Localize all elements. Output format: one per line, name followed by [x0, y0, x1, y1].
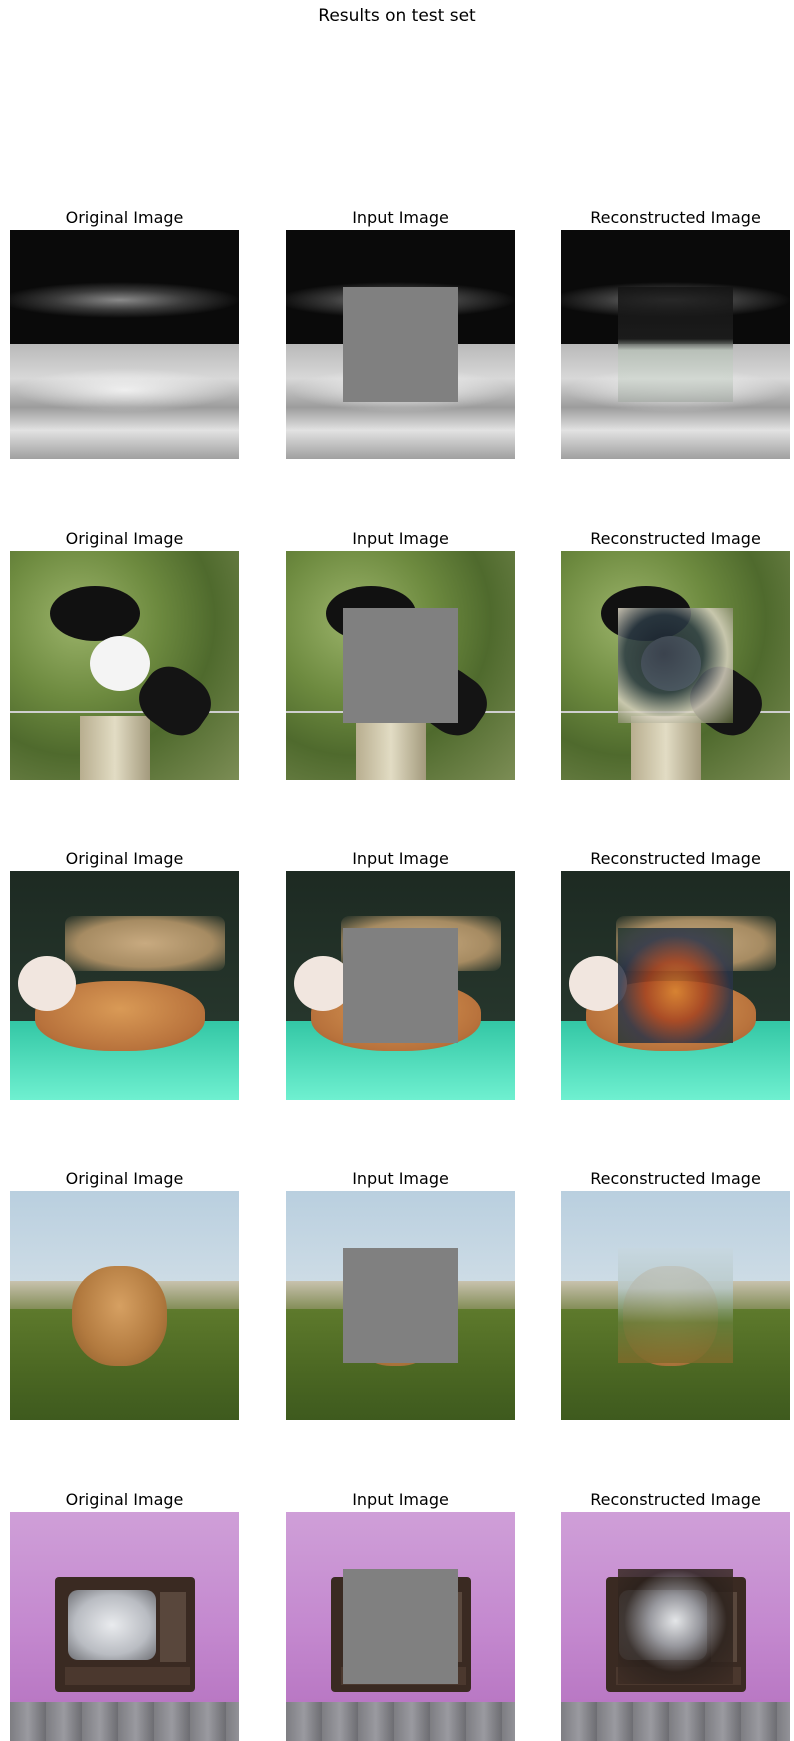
reconstructed-image-vintage-tv [561, 1512, 790, 1741]
reconstructed-image-title: Reconstructed Image [590, 1169, 761, 1188]
masked-region [343, 1569, 458, 1684]
input-image-dog-crufts [286, 871, 515, 1100]
masked-region [343, 1248, 458, 1363]
original-image-title: Original Image [65, 529, 184, 548]
reconstructed-image-magpie-on-post [561, 551, 790, 780]
masked-region [343, 928, 458, 1043]
masked-region [343, 608, 458, 723]
input-image-title: Input Image [352, 208, 449, 227]
reconstructed-image-title: Reconstructed Image [590, 1490, 761, 1509]
input-image-dog-on-grass [286, 1191, 515, 1420]
input-image-title: Input Image [352, 529, 449, 548]
reconstructed-image-dog-crufts [561, 871, 790, 1100]
input-image-title: Input Image [352, 849, 449, 868]
original-image-title: Original Image [65, 1169, 184, 1188]
input-image-vintage-tv [286, 1512, 515, 1741]
reconstructed-image-title: Reconstructed Image [590, 529, 761, 548]
original-image-title: Original Image [65, 849, 184, 868]
reconstructed-region [618, 1248, 733, 1363]
input-image-microscopy-worm [286, 230, 515, 459]
original-image-dog-on-grass [10, 1191, 239, 1420]
reconstructed-region [618, 928, 733, 1043]
input-image-title: Input Image [352, 1490, 449, 1509]
original-image-magpie-on-post [10, 551, 239, 780]
original-image-vintage-tv [10, 1512, 239, 1741]
input-image-magpie-on-post [286, 551, 515, 780]
reconstructed-image-title: Reconstructed Image [590, 208, 761, 227]
figure-title: Results on test set [318, 6, 476, 26]
original-image-title: Original Image [65, 208, 184, 227]
input-image-title: Input Image [352, 1169, 449, 1188]
original-image-title: Original Image [65, 1490, 184, 1509]
reconstructed-image-title: Reconstructed Image [590, 849, 761, 868]
original-image-dog-crufts [10, 871, 239, 1100]
reconstructed-region [618, 608, 733, 723]
reconstructed-region [618, 287, 733, 402]
masked-region [343, 287, 458, 402]
reconstructed-image-microscopy-worm [561, 230, 790, 459]
reconstructed-region [618, 1569, 733, 1684]
reconstructed-image-dog-on-grass [561, 1191, 790, 1420]
original-image-microscopy-worm [10, 230, 239, 459]
